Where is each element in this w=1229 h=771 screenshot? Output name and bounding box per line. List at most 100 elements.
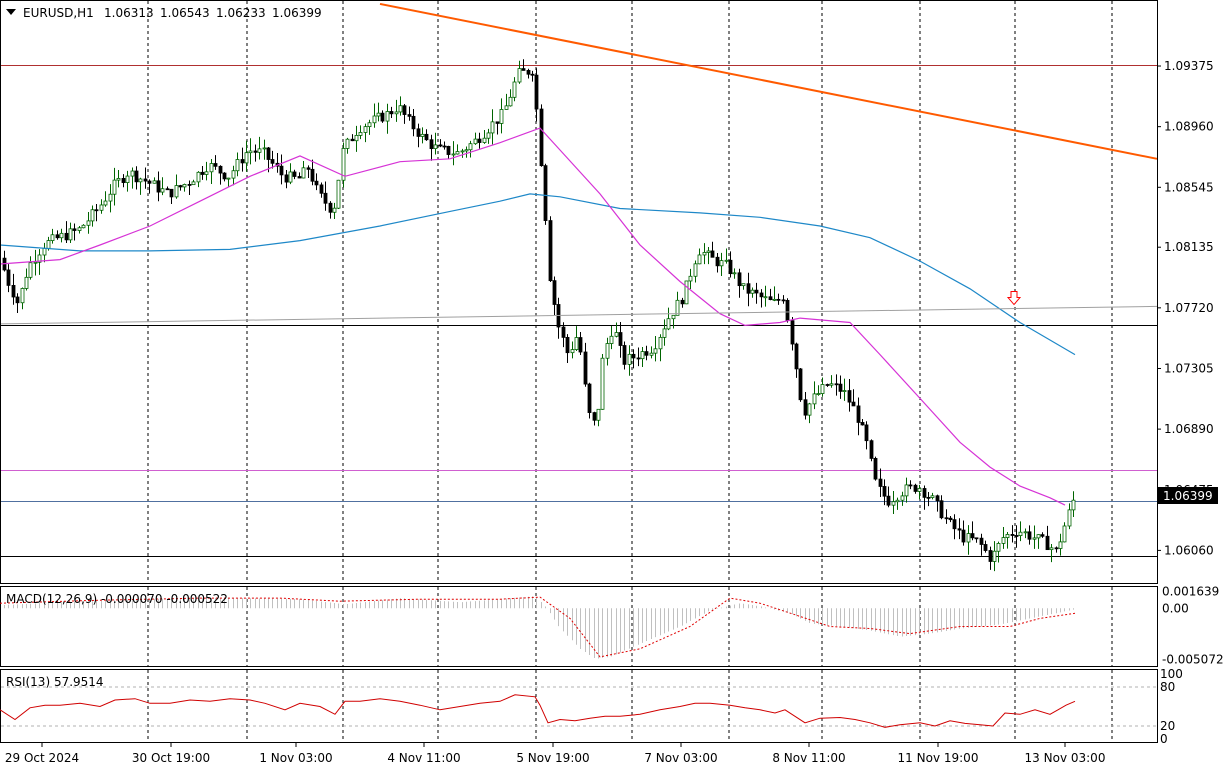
time-tick-label: 4 Nov 11:00	[387, 751, 460, 765]
candle-body	[284, 174, 289, 183]
candle-body	[798, 368, 803, 401]
candle-body	[565, 336, 570, 354]
candle-body	[790, 320, 795, 345]
candle-body	[125, 175, 130, 183]
candle-body	[675, 299, 680, 316]
candle-body	[838, 383, 843, 392]
candle-body	[37, 254, 42, 263]
candle-body	[398, 105, 403, 113]
candle-body	[121, 178, 126, 183]
candle-body	[420, 133, 425, 137]
candle-body	[539, 108, 544, 167]
candle-body	[948, 517, 953, 521]
candle-body	[979, 537, 984, 545]
candle-body	[279, 165, 284, 176]
candle-body	[152, 180, 157, 184]
resistance-trendline[interactable]	[379, 2, 1158, 160]
time-tick-label: 29 Oct 2024	[5, 751, 79, 765]
candle-body	[1018, 531, 1023, 536]
candle-body	[609, 335, 614, 344]
candle-body	[649, 352, 654, 356]
candle-body	[257, 148, 262, 153]
candle-body	[860, 422, 865, 426]
candle-body	[526, 70, 531, 75]
candle-body	[319, 184, 324, 194]
candle-body	[763, 296, 768, 299]
candle-body	[248, 150, 253, 154]
candle-body	[363, 126, 368, 133]
candle-body	[543, 165, 548, 221]
time-tick-label: 1 Nov 03:00	[259, 751, 332, 765]
macd-panel[interactable]: MACD(12,26,9) -0.000070 -0.000522	[0, 592, 1076, 659]
candle-body	[138, 178, 143, 183]
candle-body	[134, 170, 139, 183]
candle-body	[64, 232, 69, 241]
candle-body	[741, 283, 746, 287]
candle-body	[314, 180, 319, 186]
candle-body	[658, 336, 663, 350]
candle-body	[794, 343, 799, 370]
candle-body	[385, 111, 390, 122]
candle-body	[640, 351, 645, 360]
candle-body	[578, 337, 583, 353]
high-value: 1.06543	[160, 6, 210, 20]
candle-body	[710, 250, 715, 258]
candle-body	[1005, 534, 1010, 538]
current-price-label: 1.06399	[1163, 489, 1213, 503]
rsi-tick-label: 100	[1160, 667, 1183, 681]
price-panel[interactable]	[0, 2, 1158, 572]
candle-body	[103, 200, 108, 206]
macd-panel-border	[0, 586, 1158, 667]
macd-label: MACD(12,26,9) -0.000070 -0.000522	[6, 592, 228, 606]
candle-body	[464, 149, 469, 152]
rsi-label: RSI(13) 57.9514	[6, 675, 104, 689]
candle-body	[424, 133, 429, 141]
candle-body	[394, 111, 399, 115]
candle-body	[600, 357, 605, 410]
candle-body	[451, 153, 456, 156]
rsi-panel[interactable]: RSI(13) 57.9514	[0, 675, 1157, 728]
candle-body	[209, 163, 214, 173]
candle-body	[869, 440, 874, 459]
candle-body	[187, 184, 192, 186]
candle-body	[746, 283, 751, 294]
candle-body	[490, 121, 495, 134]
candle-body	[380, 112, 385, 122]
candle-body	[944, 517, 949, 520]
candle-body	[350, 138, 355, 142]
candle-body	[737, 272, 742, 287]
horizontal-levels	[1, 65, 1157, 557]
candle-body	[680, 299, 685, 305]
candle-body	[988, 550, 993, 562]
candlesticks	[2, 59, 1076, 572]
candle-body	[922, 488, 927, 498]
macd-tick-label: 0.001639	[1162, 585, 1219, 599]
candle-body	[108, 193, 113, 202]
candle-body	[970, 533, 975, 539]
candle-body	[728, 259, 733, 275]
candle-body	[517, 68, 522, 83]
candle-body	[895, 499, 900, 503]
candle-body	[917, 488, 922, 492]
time-tick-label: 8 Nov 11:00	[772, 751, 845, 765]
candle-body	[636, 357, 641, 360]
candle-body	[24, 276, 29, 289]
candle-body	[812, 393, 817, 405]
candle-body	[262, 147, 267, 150]
candle-body	[1045, 535, 1050, 551]
candle-body	[574, 337, 579, 350]
dropdown-triangle-icon[interactable]	[6, 9, 16, 15]
candle-body	[240, 159, 245, 164]
candle-body	[534, 74, 539, 110]
candle-body	[706, 250, 711, 253]
candle-body	[834, 383, 839, 386]
candle-body	[900, 495, 905, 501]
candle-body	[341, 148, 346, 181]
candle-body	[235, 159, 240, 172]
candle-body	[785, 300, 790, 322]
candle-body	[1062, 525, 1067, 543]
candle-body	[495, 121, 500, 124]
candle-body	[266, 147, 271, 160]
candle-body	[1032, 537, 1037, 540]
